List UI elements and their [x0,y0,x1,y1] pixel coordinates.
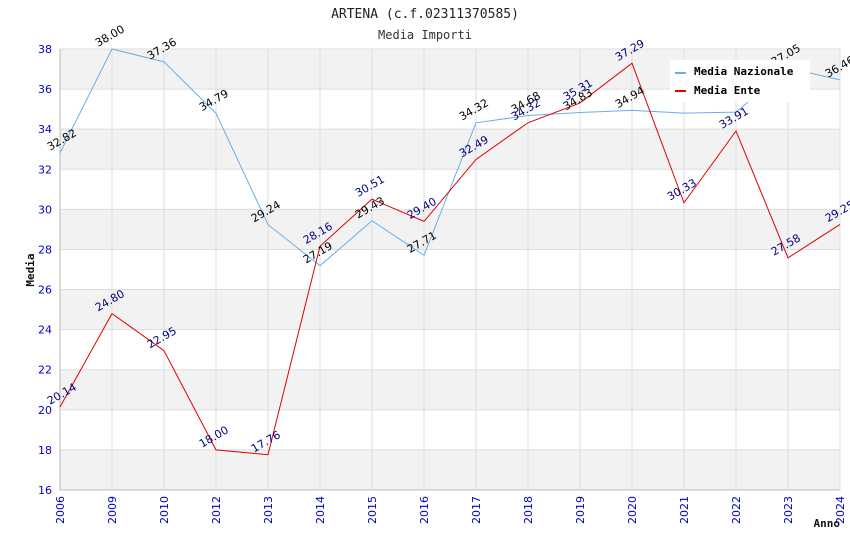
x-tick-label: 2020 [626,496,639,524]
x-tick-label: 2024 [834,496,847,524]
grid-lines [59,48,841,491]
y-tick-label: 36 [38,83,52,96]
y-tick-label: 18 [38,444,52,457]
band [60,449,840,490]
y-tick-label: 30 [38,203,52,216]
chart-title: ARTENA (c.f.02311370585) [331,7,519,22]
x-tick-label: 2016 [418,496,431,524]
data-label: 34.79 [197,87,231,114]
y-tick-label: 26 [38,284,52,297]
x-tick-label: 2022 [730,496,743,524]
y-axis-ticks: 16 18 20 22 24 26 28 30 32 34 36 38 [38,43,52,497]
y-tick-label: 24 [38,324,52,337]
background-bands [60,49,840,490]
data-label: 33.91 [717,105,751,132]
chart-subtitle: Media Importi [378,28,472,42]
y-tick-label: 22 [38,364,52,377]
band [60,289,840,330]
legend-label-ente: Media Ente [694,84,761,97]
band [60,129,840,170]
y-tick-label: 20 [38,404,52,417]
x-tick-label: 2014 [314,496,327,524]
y-tick-label: 32 [38,163,52,176]
x-tick-label: 2013 [262,496,275,524]
x-tick-label: 2015 [366,496,379,524]
x-tick-label: 2019 [574,496,587,524]
band [60,369,840,410]
x-tick-label: 2012 [210,496,223,524]
legend: Media Nazionale Media Ente [670,60,810,102]
y-tick-label: 28 [38,243,52,256]
x-tick-label: 2010 [158,496,171,524]
data-label: 29.25 [823,198,850,225]
x-tick-label: 2017 [470,496,483,524]
y-axis-label: Media [24,253,37,286]
legend-label-nazionale: Media Nazionale [694,65,794,78]
series-lines [59,48,841,456]
x-tick-label: 2018 [522,496,535,524]
data-label: 34.32 [457,96,491,123]
y-tick-label: 16 [38,484,52,497]
x-axis-label: Anno [814,517,841,530]
series-line-ente [59,62,841,456]
data-label: 38.00 [93,23,127,50]
x-tick-label: 2006 [54,496,67,524]
x-tick-label: 2021 [678,496,691,524]
x-tick-label: 2023 [782,496,795,524]
legend-box [670,60,810,102]
band [60,209,840,250]
data-label: 30.51 [353,173,387,200]
y-tick-label: 34 [38,123,52,136]
x-axis-ticks: 2006 2009 2010 2012 2013 2014 2015 2016 2017 2018… [54,496,847,524]
x-tick-label: 2009 [106,496,119,524]
y-tick-label: 38 [38,43,52,56]
series-line-nazionale [59,48,841,267]
data-label: 30.33 [665,176,699,203]
